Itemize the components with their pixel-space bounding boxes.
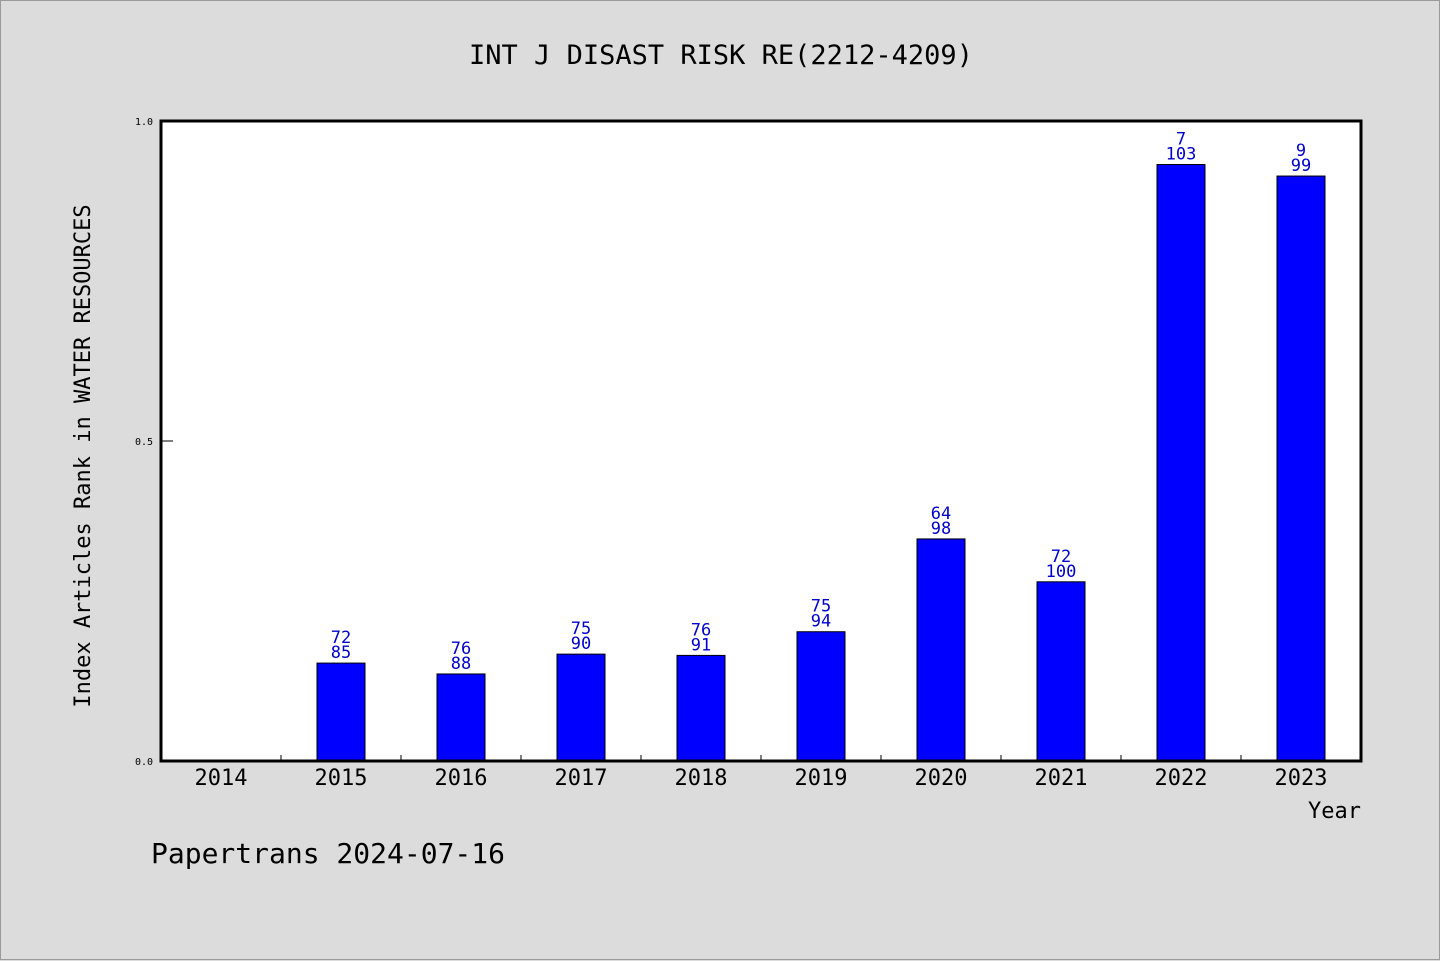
x-tick-label: 2020 bbox=[915, 766, 968, 791]
bar-total-label: 85 bbox=[331, 643, 351, 663]
bar-rank-label: 64 bbox=[931, 504, 951, 524]
bar-total-label: 88 bbox=[451, 654, 471, 674]
bar bbox=[1156, 164, 1206, 762]
bar bbox=[676, 654, 726, 762]
y-tick-label: 0.0 bbox=[135, 757, 153, 768]
chart-title: INT J DISAST RISK RE(2212-4209) bbox=[469, 40, 973, 71]
x-tick-label: 2022 bbox=[1155, 766, 1208, 791]
plot-border bbox=[159, 119, 1363, 763]
y-axis-label: Index Articles Rank in WATER RESOURCES bbox=[71, 204, 96, 707]
x-tick-label: 2014 bbox=[195, 766, 248, 791]
x-tick-label: 2017 bbox=[555, 766, 608, 791]
bar bbox=[436, 673, 486, 762]
bar-rank-label: 9 bbox=[1296, 141, 1306, 161]
bar-rank-label: 72 bbox=[331, 628, 351, 648]
bar-rank-label: 76 bbox=[451, 639, 471, 659]
y-tick-label: 0.5 bbox=[135, 437, 153, 448]
bar bbox=[796, 631, 846, 762]
bar-rank-label: 7 bbox=[1176, 130, 1186, 150]
bar-total-label: 91 bbox=[691, 635, 711, 655]
bar-rank-label: 75 bbox=[571, 619, 591, 639]
bar bbox=[1036, 581, 1086, 762]
bar-total-label: 94 bbox=[811, 612, 831, 632]
y-tick-label: 1.0 bbox=[135, 117, 153, 128]
bar bbox=[1276, 175, 1326, 762]
bar-total-label: 99 bbox=[1291, 156, 1311, 176]
bar bbox=[916, 538, 966, 762]
bar-total-label: 90 bbox=[571, 634, 591, 654]
x-tick-label: 2023 bbox=[1275, 766, 1328, 791]
bar-series bbox=[316, 164, 1326, 762]
x-tick-label: 2015 bbox=[315, 766, 368, 791]
bar-rank-label: 72 bbox=[1051, 547, 1071, 567]
bar bbox=[556, 653, 606, 762]
bar-total-label: 103 bbox=[1166, 145, 1197, 165]
bar-rank-label: 76 bbox=[691, 620, 711, 640]
x-tick-label: 2016 bbox=[435, 766, 488, 791]
x-axis-label: Year bbox=[1308, 799, 1361, 824]
footer-credit: Papertrans 2024-07-16 bbox=[151, 837, 505, 870]
bar-total-label: 100 bbox=[1046, 562, 1077, 582]
bar-rank-label: 75 bbox=[811, 597, 831, 617]
x-tick-label: 2021 bbox=[1035, 766, 1088, 791]
bar bbox=[316, 662, 366, 762]
x-axis-ticks: 2014 2015 2016 2017 2018 2019 2020 2021 2022 2023 bbox=[195, 755, 1328, 791]
bar-total-label: 98 bbox=[931, 519, 951, 539]
x-tick-label: 2018 bbox=[675, 766, 728, 791]
x-tick-label: 2019 bbox=[795, 766, 848, 791]
